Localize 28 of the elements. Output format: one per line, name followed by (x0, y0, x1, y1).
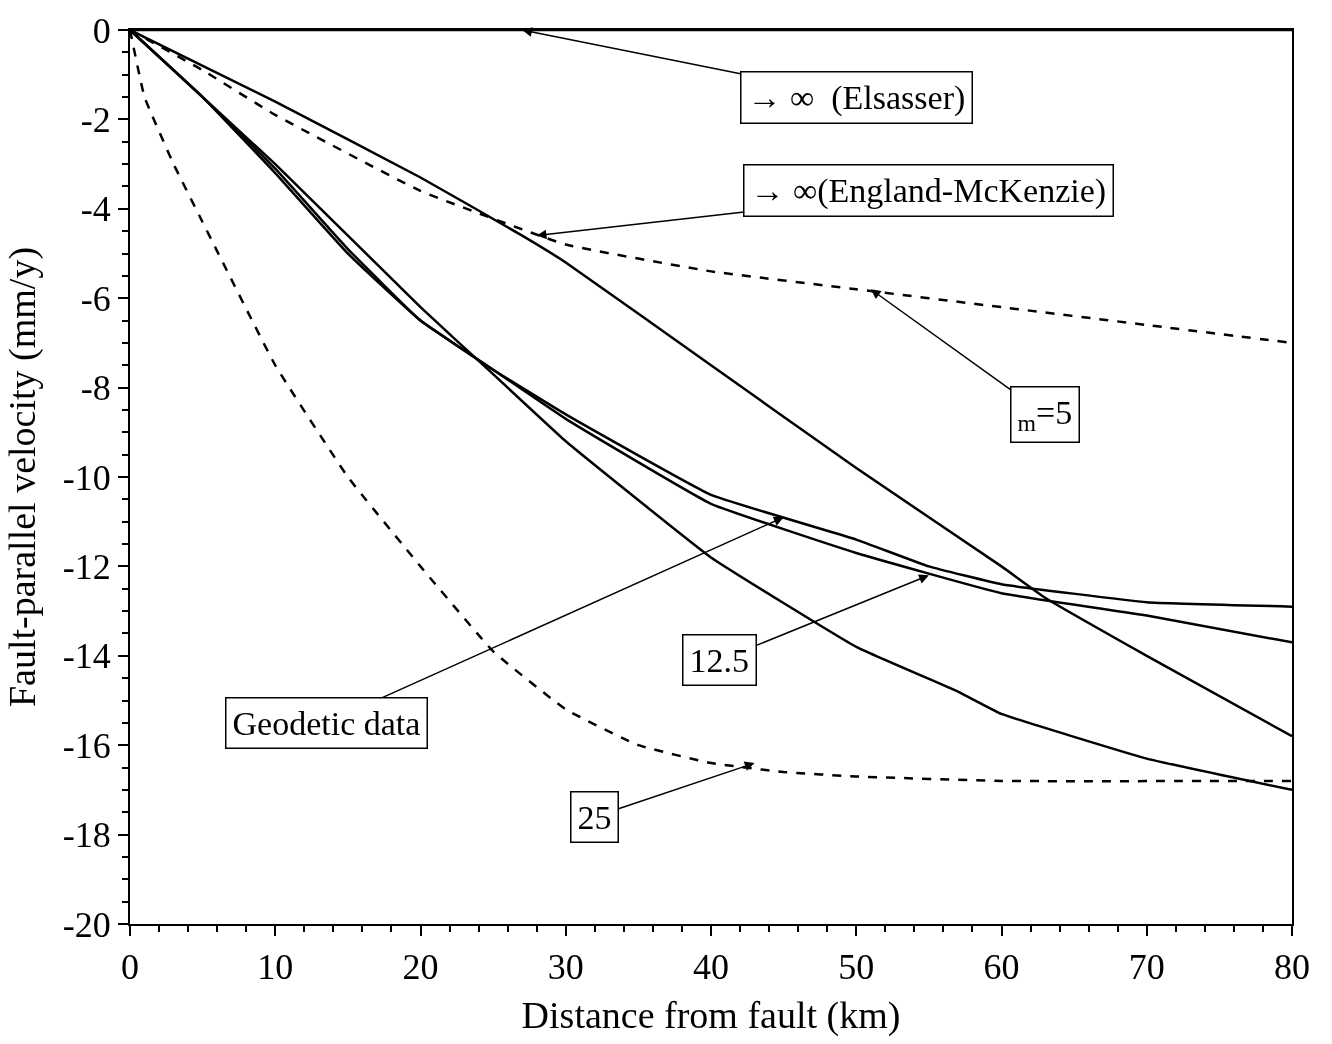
y-tick-label: -16 (62, 725, 111, 766)
x-tick-label: 50 (838, 947, 875, 988)
annotation: → ∞ (Elsasser) (747, 78, 966, 117)
annotation: 12.5 (689, 641, 749, 679)
x-axis-title: Distance from fault (km) (521, 993, 901, 1037)
annotation: 25 (577, 798, 612, 836)
x-tick-label: 10 (257, 947, 294, 988)
x-tick-label: 40 (693, 947, 729, 988)
y-tick-label: -18 (62, 815, 111, 856)
y-tick-label: -14 (62, 636, 111, 677)
y-tick-label: 0 (92, 10, 111, 51)
x-tick-label: 60 (983, 947, 1020, 988)
annotation: → ∞(England-McKenzie) (750, 171, 1107, 210)
y-tick-label: -6 (80, 278, 111, 319)
y-tick-label: -12 (62, 547, 111, 587)
y-tick-label: -8 (80, 368, 111, 409)
x-tick-label: 20 (402, 947, 439, 988)
x-tick-label: 0 (121, 947, 139, 988)
y-tick-label: -2 (80, 100, 111, 140)
y-tick-label: -4 (80, 189, 111, 230)
x-tick-label: 80 (1274, 947, 1310, 988)
annotation: Geodetic data (232, 704, 421, 742)
y-tick-label: -20 (62, 904, 111, 945)
y-axis-title: Fault-parallel velocity (mm/y) (1, 246, 45, 708)
x-tick-label: 30 (547, 947, 584, 988)
annotation: $_{m}$=5 (1017, 393, 1073, 436)
x-tick-label: 70 (1128, 947, 1165, 988)
y-tick-label: -10 (62, 457, 111, 498)
